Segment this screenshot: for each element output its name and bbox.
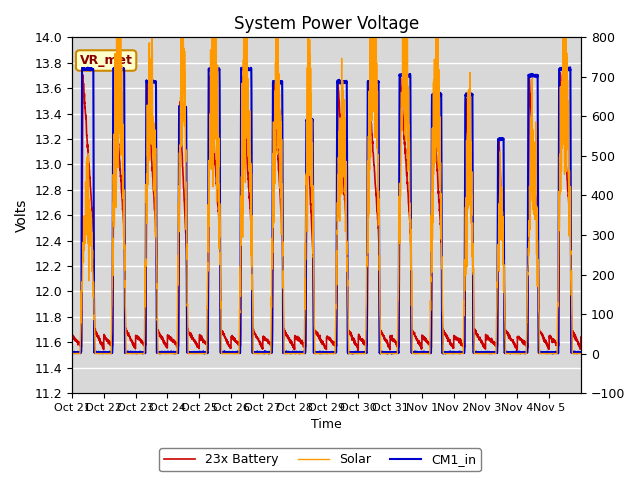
- Solar: [499, 259, 507, 265]
- X-axis label: Time: Time: [311, 419, 342, 432]
- 23x Battery: [577, 334, 585, 340]
- Line: CM1_in: CM1_in: [72, 67, 581, 354]
- 23x Battery: [572, 337, 579, 343]
- CM1_in: [172, 350, 180, 356]
- CM1_in: [577, 349, 585, 355]
- 23x Battery: [499, 246, 507, 252]
- Solar: [572, 351, 579, 357]
- Line: Solar: Solar: [72, 0, 581, 354]
- CM1_in: [561, 64, 568, 70]
- CM1_in: [436, 90, 444, 96]
- Solar: [392, 351, 399, 357]
- 23x Battery: [172, 340, 180, 346]
- Title: System Power Voltage: System Power Voltage: [234, 15, 419, 33]
- 23x Battery: [556, 70, 564, 75]
- 23x Battery: [436, 218, 444, 224]
- Solar: [469, 264, 477, 270]
- Solar: [577, 351, 585, 357]
- CM1_in: [499, 136, 507, 142]
- 23x Battery: [355, 348, 362, 353]
- Y-axis label: Volts: Volts: [15, 199, 29, 232]
- Text: VR_met: VR_met: [79, 54, 132, 67]
- Line: 23x Battery: 23x Battery: [72, 72, 581, 350]
- 23x Battery: [392, 339, 399, 345]
- Solar: [68, 351, 76, 357]
- Legend: 23x Battery, Solar, CM1_in: 23x Battery, Solar, CM1_in: [159, 448, 481, 471]
- CM1_in: [392, 349, 399, 355]
- CM1_in: [572, 349, 579, 355]
- 23x Battery: [469, 241, 477, 247]
- Solar: [172, 351, 180, 357]
- CM1_in: [469, 184, 477, 190]
- CM1_in: [388, 351, 396, 357]
- CM1_in: [68, 349, 76, 355]
- Solar: [436, 185, 444, 191]
- 23x Battery: [68, 333, 76, 338]
